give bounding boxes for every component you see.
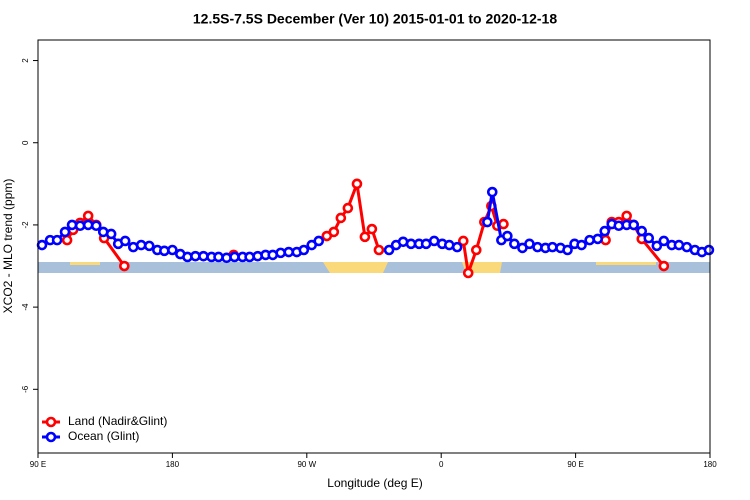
y-tick-label: -4 <box>21 303 30 311</box>
legend-label: Ocean (Glint) <box>68 429 139 443</box>
data-point <box>51 234 63 246</box>
data-point <box>36 239 48 251</box>
data-point <box>599 225 611 237</box>
data-point <box>576 239 587 251</box>
data-point <box>628 219 639 231</box>
data-point <box>359 231 371 243</box>
x-tick-label: 180 <box>703 460 717 469</box>
data-point <box>458 235 469 247</box>
data-point <box>82 210 94 222</box>
data-point <box>342 202 354 214</box>
x-tick-label: 90 E <box>30 460 46 469</box>
data-point <box>90 220 102 232</box>
data-point <box>621 210 632 222</box>
y-axis-label: XCO2 - MLO trend (ppm) <box>1 179 15 314</box>
data-point <box>470 244 482 256</box>
y-tick-label: 0 <box>21 140 30 145</box>
data-point <box>313 235 325 247</box>
data-point <box>119 260 130 272</box>
data-point <box>502 230 513 242</box>
data-point <box>366 223 378 235</box>
data-point <box>105 228 117 240</box>
data-point <box>509 238 520 250</box>
data-point <box>275 247 286 259</box>
data-point <box>135 239 147 251</box>
data-point <box>159 245 170 257</box>
data-point <box>143 240 155 252</box>
y-tick-label: 2 <box>21 58 30 63</box>
data-point <box>74 220 86 232</box>
data-point <box>61 234 73 246</box>
data-point <box>592 233 604 245</box>
data-point <box>547 241 558 253</box>
legend-label: Land (Nadir&Glint) <box>68 414 167 428</box>
x-axis-label: Longitude (deg E) <box>327 476 422 490</box>
y-tick-label: -2 <box>21 221 30 229</box>
data-point <box>198 250 209 262</box>
data-point <box>462 267 474 279</box>
data-point <box>643 232 655 244</box>
data-point <box>82 219 94 231</box>
x-tick-label: 0 <box>439 460 444 469</box>
data-point <box>373 244 385 256</box>
data-point <box>498 218 509 230</box>
data-point <box>636 225 648 237</box>
x-tick-label: 90 E <box>567 460 583 469</box>
x-tick-label: 180 <box>166 460 180 469</box>
data-point <box>213 251 224 263</box>
data-point <box>658 260 670 272</box>
legend-marker <box>45 416 57 428</box>
data-point <box>59 226 71 238</box>
data-point <box>703 244 715 256</box>
data-point <box>351 178 363 190</box>
data-point <box>167 244 178 256</box>
data-point <box>562 244 573 256</box>
data-point <box>328 226 340 238</box>
data-point <box>482 216 493 228</box>
plot-frame <box>37 39 711 454</box>
legend-marker <box>45 431 57 443</box>
data-point <box>335 212 347 224</box>
x-tick-label: 90 W <box>297 460 316 469</box>
data-point <box>244 251 255 263</box>
data-point <box>658 235 670 247</box>
data-point <box>383 244 395 256</box>
chart-title: 12.5S-7.5S December (Ver 10) 2015-01-01 … <box>193 11 557 27</box>
y-tick-label: -6 <box>21 385 30 393</box>
data-point <box>119 235 131 247</box>
series-line <box>65 182 666 275</box>
data-point <box>298 244 310 256</box>
data-point <box>66 219 78 231</box>
land-ocean-strip <box>38 262 710 273</box>
data-point <box>451 241 463 253</box>
data-point <box>651 240 663 252</box>
data-point <box>486 186 498 198</box>
data-point <box>584 234 595 246</box>
